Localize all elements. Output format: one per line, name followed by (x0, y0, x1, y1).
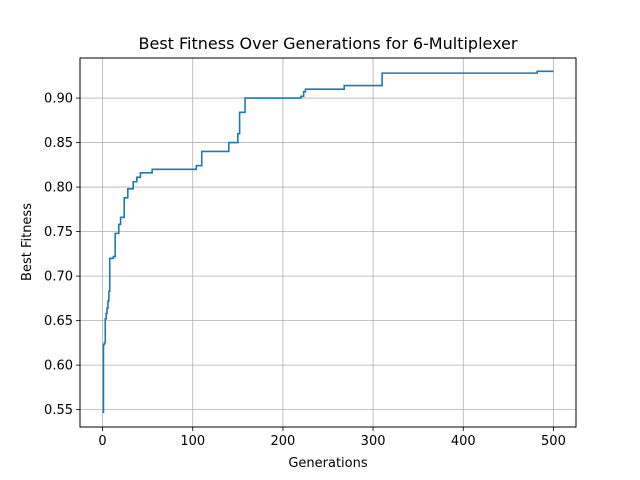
x-tick-label: 0 (98, 434, 106, 449)
y-axis-label: Best Fitness (20, 203, 35, 281)
grid (80, 58, 576, 427)
y-axis-ticks: 0.55 0.60 0.65 0.70 0.75 0.80 0.85 0.90 (44, 92, 80, 418)
y-tick-label: 0.70 (44, 270, 73, 285)
y-tick-label: 0.85 (44, 136, 73, 151)
x-tick-label: 200 (270, 434, 295, 449)
y-tick-label: 0.55 (44, 403, 73, 418)
x-tick-label: 300 (361, 434, 386, 449)
line-layer (102, 70, 554, 414)
chart-title: Best Fitness Over Generations for 6-Mult… (139, 34, 518, 53)
series-line (102, 70, 554, 414)
y-tick-label: 0.90 (44, 92, 73, 107)
y-tick-label: 0.60 (44, 359, 73, 374)
y-tick-label: 0.65 (44, 314, 73, 329)
x-tick-label: 400 (451, 434, 476, 449)
x-axis-label: Generations (288, 456, 368, 471)
y-tick-label: 0.75 (44, 225, 73, 240)
x-tick-label: 100 (180, 434, 205, 449)
y-tick-label: 0.80 (44, 181, 73, 196)
x-axis-ticks: 0 100 200 300 400 500 (98, 427, 566, 449)
plot-frame (79, 57, 577, 428)
x-tick-label: 500 (541, 434, 566, 449)
